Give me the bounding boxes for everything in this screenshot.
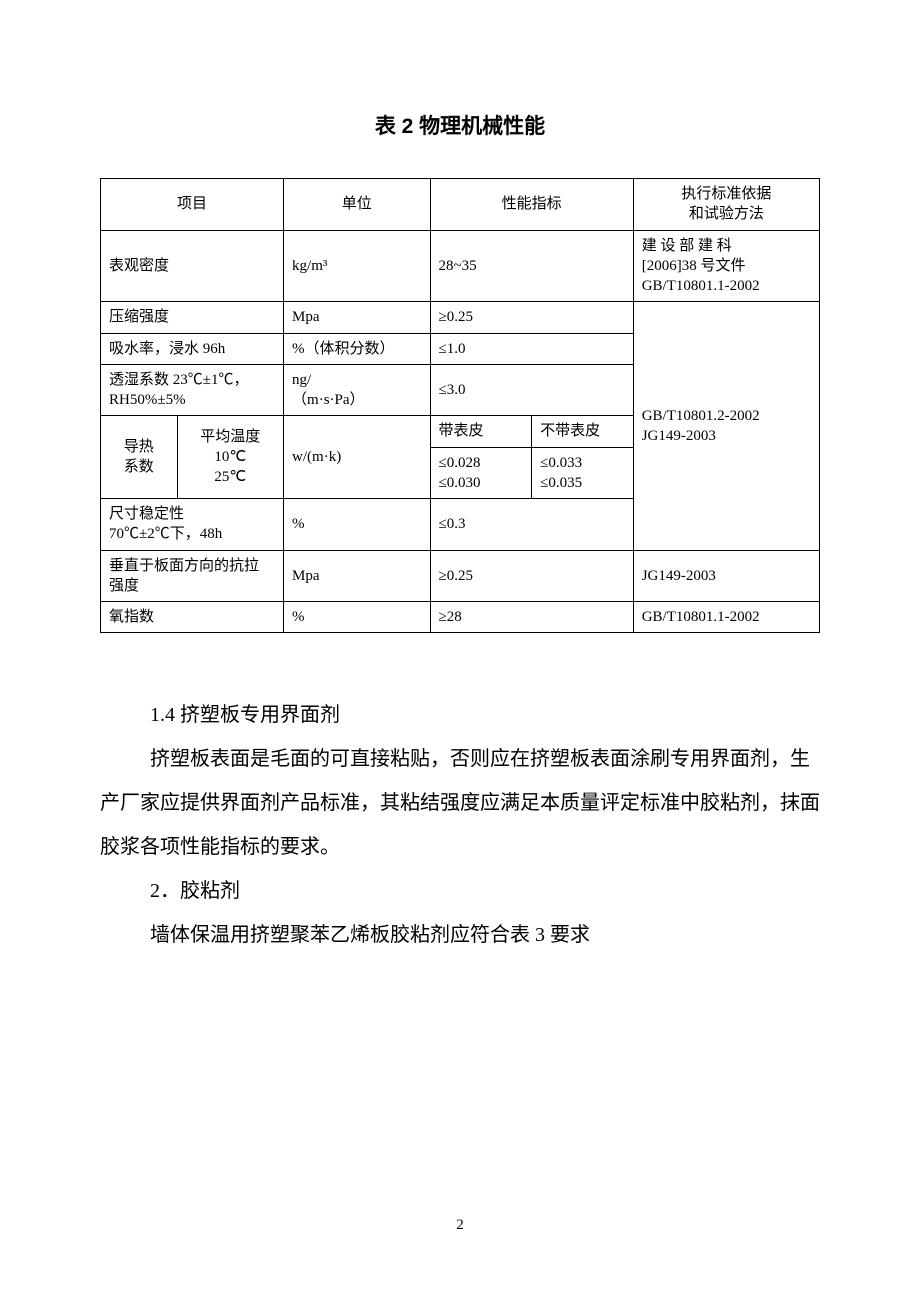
- para-2-content: 墙体保温用挤塑聚苯乙烯板胶粘剂应符合表 3 要求: [100, 913, 820, 957]
- cell-std: 建 设 部 建 科[2006]38 号文件GB/T10801.1-2002: [633, 230, 819, 302]
- cell-unit: Mpa: [284, 550, 430, 602]
- table-header-row: 项目 单位 性能指标 执行标准依据和试验方法: [101, 179, 820, 231]
- cell-unit: Mpa: [284, 302, 430, 333]
- cell-perf: ≥0.25: [430, 302, 633, 333]
- cell-unit: %（体积分数）: [284, 333, 430, 364]
- row-tensile: 垂直于板面方向的抗拉强度 Mpa ≥0.25 JG149-2003: [101, 550, 820, 602]
- document-page: 表 2 物理机械性能 项目 单位 性能指标 执行标准依据和试验方法 表观密度 k…: [0, 0, 920, 1274]
- cell-item: 吸水率，浸水 96h: [101, 333, 284, 364]
- cell-thermal-unit: w/(m·k): [284, 416, 430, 499]
- cell-perf: ≤1.0: [430, 333, 633, 364]
- cell-item: 压缩强度: [101, 302, 284, 333]
- cell-perf: ≤0.3: [430, 499, 633, 551]
- col-header-item: 项目: [101, 179, 284, 231]
- cell-item: 氧指数: [101, 602, 284, 633]
- cell-std-group: GB/T10801.2-2002JG149-2003: [633, 302, 819, 550]
- cell-item: 透湿系数 23℃±1℃，RH50%±5%: [101, 364, 284, 416]
- para-1-4-content: 挤塑板表面是毛面的可直接粘贴，否则应在挤塑板表面涂刷专用界面剂，生产厂家应提供界…: [100, 737, 820, 869]
- cell-unit: ng/（m·s·Pa）: [284, 364, 430, 416]
- cell-perf: ≥0.25: [430, 550, 633, 602]
- spec-table: 项目 单位 性能指标 执行标准依据和试验方法 表观密度 kg/m³ 28~35 …: [100, 178, 820, 633]
- cell-thermal-label: 导热系数: [101, 416, 178, 499]
- cell-std: GB/T10801.1-2002: [633, 602, 819, 633]
- body-text: 1.4 挤塑板专用界面剂 挤塑板表面是毛面的可直接粘贴，否则应在挤塑板表面涂刷专…: [100, 693, 820, 957]
- para-1-4-heading: 1.4 挤塑板专用界面剂: [100, 693, 820, 737]
- cell-std: JG149-2003: [633, 550, 819, 602]
- cell-thermal-v2: ≤0.033≤0.035: [532, 447, 634, 499]
- col-header-std: 执行标准依据和试验方法: [633, 179, 819, 231]
- cell-unit: %: [284, 499, 430, 551]
- cell-unit: kg/m³: [284, 230, 430, 302]
- cell-thermal-h2: 不带表皮: [532, 416, 634, 447]
- row-density: 表观密度 kg/m³ 28~35 建 设 部 建 科[2006]38 号文件GB…: [101, 230, 820, 302]
- cell-item: 尺寸稳定性70℃±2℃下，48h: [101, 499, 284, 551]
- cell-perf: ≤3.0: [430, 364, 633, 416]
- para-2-heading: 2．胶粘剂: [100, 869, 820, 913]
- cell-item: 垂直于板面方向的抗拉强度: [101, 550, 284, 602]
- row-oxy: 氧指数 % ≥28 GB/T10801.1-2002: [101, 602, 820, 633]
- row-compress: 压缩强度 Mpa ≥0.25 GB/T10801.2-2002JG149-200…: [101, 302, 820, 333]
- cell-thermal-temp: 平均温度10℃25℃: [177, 416, 283, 499]
- cell-unit: %: [284, 602, 430, 633]
- cell-perf: 28~35: [430, 230, 633, 302]
- page-number: 2: [100, 1217, 820, 1234]
- table-title: 表 2 物理机械性能: [100, 110, 820, 140]
- cell-perf: ≥28: [430, 602, 633, 633]
- cell-item: 表观密度: [101, 230, 284, 302]
- cell-thermal-h1: 带表皮: [430, 416, 532, 447]
- col-header-perf: 性能指标: [430, 179, 633, 231]
- col-header-unit: 单位: [284, 179, 430, 231]
- cell-thermal-v1: ≤0.028≤0.030: [430, 447, 532, 499]
